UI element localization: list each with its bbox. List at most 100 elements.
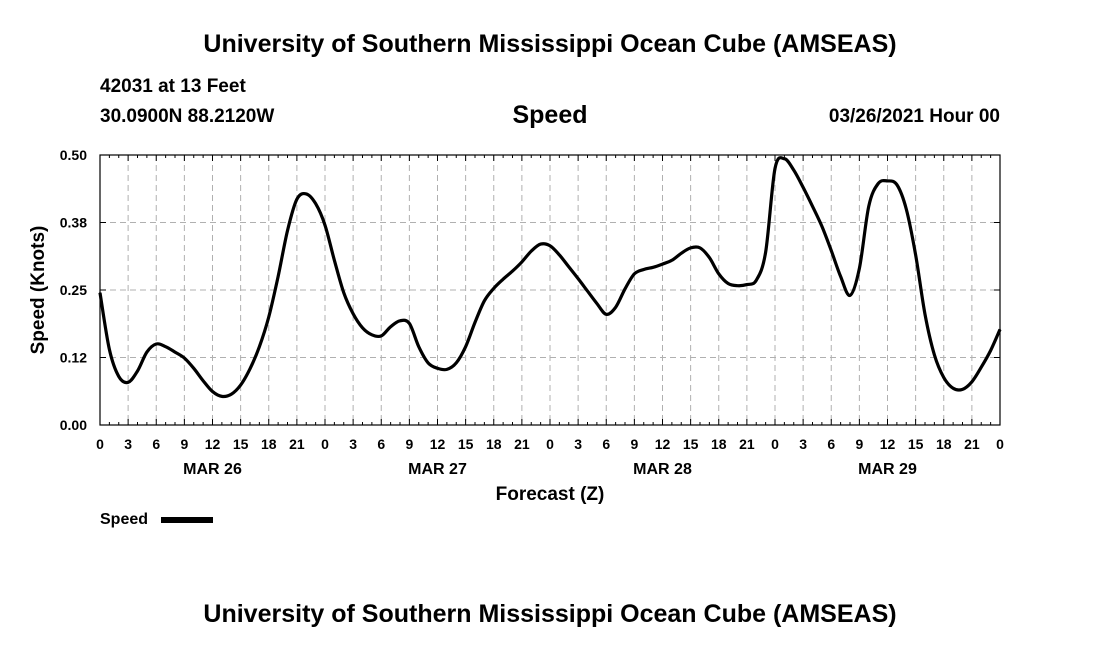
data-point: [267, 316, 270, 318]
data-point: [446, 368, 448, 371]
x-tick-label: 0: [546, 436, 554, 452]
data-point: [342, 291, 345, 294]
data-point: [989, 349, 992, 352]
x-tick-label: 18: [261, 436, 277, 452]
data-point: [502, 278, 504, 281]
y-tick-label: 0.12: [60, 350, 87, 366]
x-tick-label: 0: [996, 436, 1004, 452]
data-point: [389, 325, 392, 328]
data-point: [146, 351, 148, 353]
x-tick-label: 15: [908, 436, 924, 452]
data-point: [933, 354, 936, 356]
data-point: [202, 379, 204, 382]
x-tick-label: 18: [711, 436, 727, 452]
data-point: [558, 254, 561, 256]
y-tick-label: 0.38: [60, 215, 87, 231]
data-point: [474, 321, 476, 324]
data-point: [211, 390, 214, 393]
x-tick-label: 12: [430, 436, 446, 452]
legend-swatch: [161, 517, 213, 523]
data-point: [155, 343, 158, 345]
data-point: [961, 388, 964, 391]
data-point: [221, 395, 223, 398]
data-point: [174, 351, 176, 353]
x-tick-label: 21: [514, 436, 530, 452]
axes: [99, 154, 1001, 426]
x-tick-label: 3: [124, 436, 132, 452]
data-point: [380, 335, 383, 337]
plot-title: Speed: [512, 101, 588, 129]
data-point: [117, 375, 120, 378]
data-point: [539, 243, 542, 245]
x-day-label: MAR 29: [858, 461, 917, 478]
data-point: [511, 270, 514, 272]
x-axis-title: Forecast (Z): [496, 484, 605, 505]
data-point: [530, 250, 533, 252]
x-tick-label: 9: [855, 436, 863, 452]
grid-lines: [100, 155, 1000, 425]
data-point: [286, 229, 289, 232]
data-point: [858, 267, 861, 270]
data-point: [352, 312, 354, 315]
data-point: [586, 290, 589, 292]
data-point: [708, 256, 711, 259]
data-point: [821, 225, 823, 228]
data-point: [249, 368, 251, 370]
x-tick-label: 0: [321, 436, 329, 452]
x-tick-label: 6: [827, 436, 835, 452]
data-point: [436, 367, 439, 370]
data-point: [755, 279, 758, 282]
x-day-label: MAR 27: [408, 461, 467, 478]
x-tick-label: 9: [630, 436, 638, 452]
data-point: [417, 345, 420, 348]
data-point: [942, 376, 945, 379]
x-tick-label: 21: [739, 436, 755, 452]
data-point: [652, 266, 654, 269]
data-point: [333, 259, 336, 262]
data-point: [567, 265, 570, 268]
data-point: [521, 261, 523, 263]
data-point: [164, 345, 167, 348]
data-point: [324, 224, 326, 226]
data-point: [427, 362, 429, 364]
x-tick-label: 18: [936, 436, 952, 452]
data-point: [483, 300, 486, 302]
data-point: [549, 244, 551, 247]
data-point: [886, 180, 889, 182]
data-point: [783, 157, 786, 160]
data-point: [624, 288, 626, 290]
data-point: [192, 367, 195, 370]
series-layer: [98, 156, 1002, 399]
data-point: [774, 167, 776, 170]
x-tick-label: 9: [180, 436, 188, 452]
x-tick-label: 3: [799, 436, 807, 452]
data-point: [361, 327, 364, 329]
data-point: [455, 362, 458, 364]
data-point: [277, 275, 279, 278]
data-point: [371, 334, 373, 336]
data-point: [239, 384, 242, 386]
data-point: [699, 247, 701, 249]
data-point: [464, 345, 467, 348]
data-point: [905, 208, 908, 210]
y-tick-label: 0.00: [60, 417, 87, 433]
data-point: [399, 319, 401, 322]
x-tick-label: 6: [602, 436, 610, 452]
data-point: [849, 294, 851, 297]
data-point: [689, 247, 692, 249]
data-point: [914, 254, 917, 256]
x-day-label: MAR 26: [183, 461, 242, 478]
x-day-label: MAR 28: [633, 461, 692, 478]
data-point: [614, 306, 617, 309]
data-point: [136, 370, 139, 372]
legend-label: Speed: [100, 511, 148, 528]
data-point: [924, 313, 926, 316]
data-point: [230, 393, 233, 396]
x-tick-label: 12: [655, 436, 671, 452]
x-tick-label: 12: [880, 436, 896, 452]
data-point: [877, 182, 879, 185]
forecast-date-label: 03/26/2021 Hour 00: [828, 106, 1000, 127]
x-tick-label: 15: [233, 436, 249, 452]
data-point: [717, 273, 720, 275]
